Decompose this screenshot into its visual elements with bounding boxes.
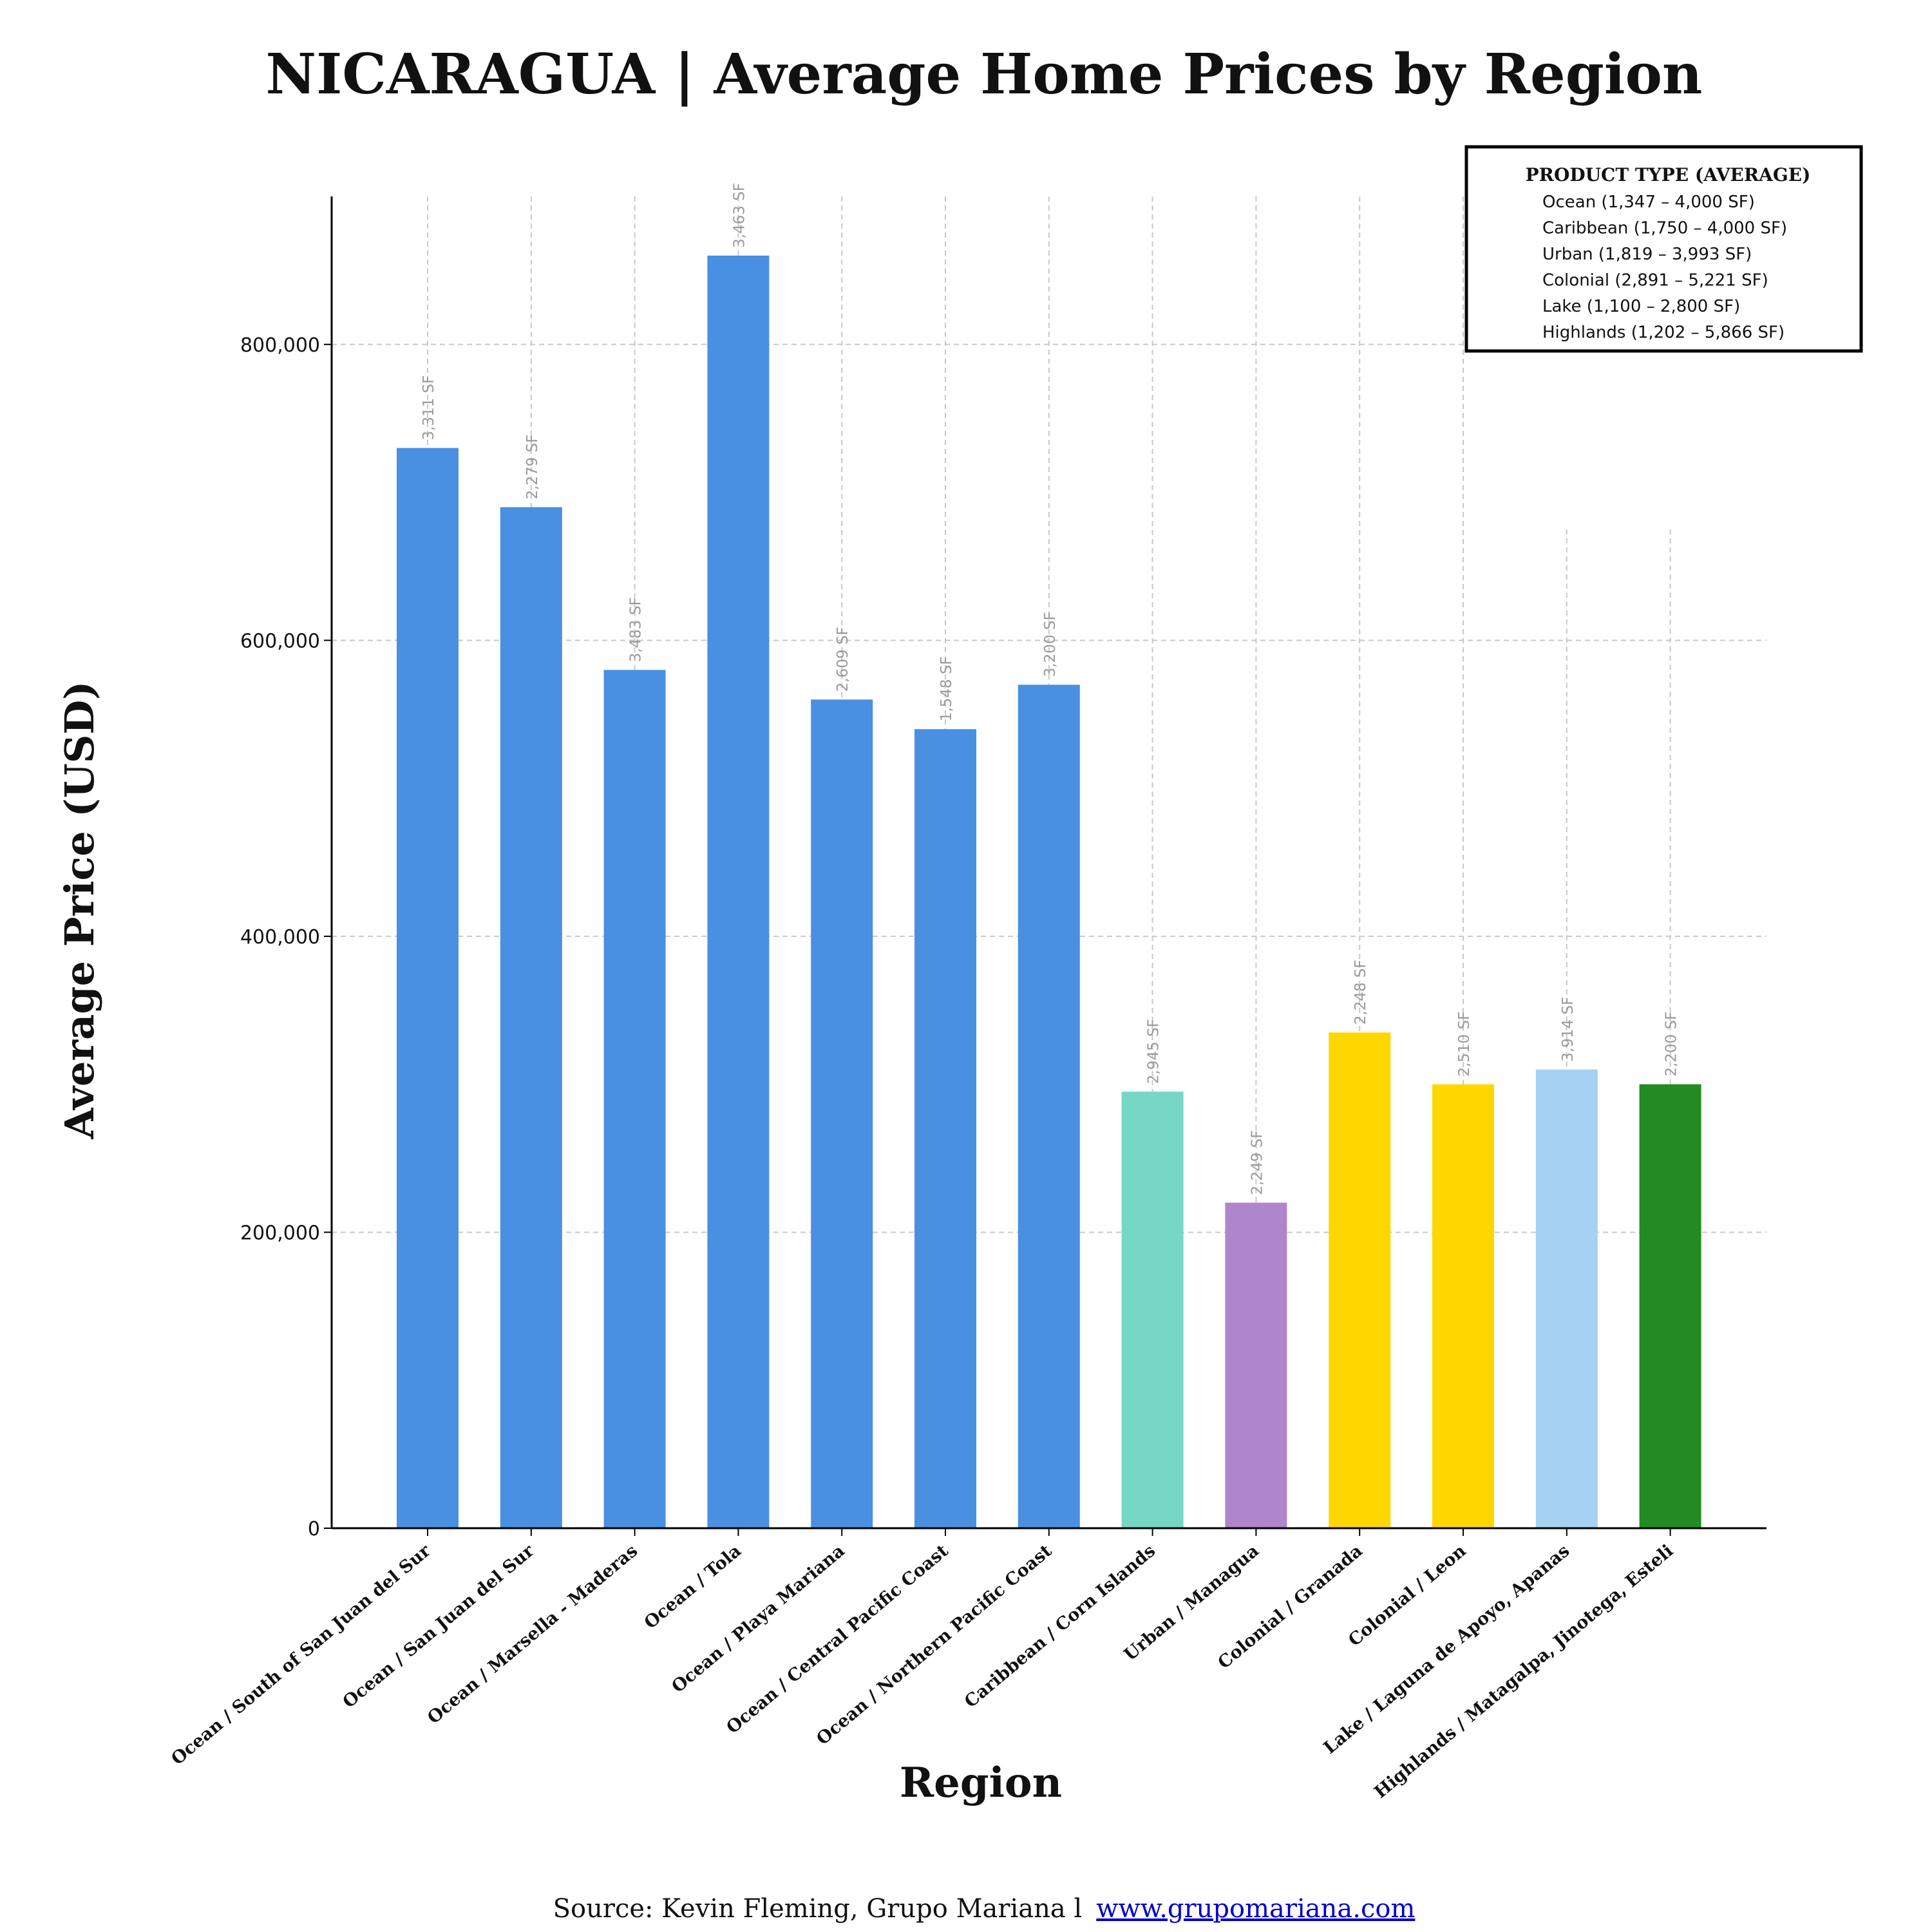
bar [500,507,562,1528]
bar-value-label: 3,483 SF [628,597,645,662]
y-tick-label: 0 [308,1518,320,1540]
bar [603,670,666,1528]
bar [397,448,459,1528]
chart-title: NICARAGUA | Average Home Prices by Regio… [266,42,1703,107]
x-tick-label: Ocean / Playa Mariana [668,1541,848,1697]
bar [1535,1069,1598,1528]
x-tick-label: Ocean / San Juan del Sur [339,1540,538,1712]
bar-value-label: 3,200 SF [1042,612,1059,677]
bar-value-label: 2,279 SF [524,435,541,500]
source-link[interactable]: www.grupomariana.com [1096,1894,1415,1924]
bar-value-label: 2,248 SF [1352,960,1369,1025]
legend-entry: Urban (1,819 – 3,993 SF) [1542,245,1752,264]
legend-entry: Caribbean (1,750 – 4,000 SF) [1542,219,1787,238]
bar [707,255,770,1528]
source-text: Source: Kevin Fleming, Grupo Mariana l [553,1894,1083,1924]
bar-value-label: 3,311 SF [421,375,437,440]
x-tick-label: Caribbean / Corn Islands [961,1541,1159,1712]
x-tick-label: Ocean / Northern Pacific Coast [813,1540,1056,1749]
source-credit: Source: Kevin Fleming, Grupo Mariana l ww… [553,1894,1416,1924]
legend: PRODUCT TYPE (AVERAGE) Ocean (1,347 – 4,… [1464,145,1863,353]
y-tick-label: 800,000 [240,334,320,357]
bar [1018,685,1080,1528]
bar [1329,1032,1391,1528]
bar-value-label: 2,609 SF [835,627,851,692]
axes-layer [324,196,1766,1536]
bar [1121,1092,1184,1528]
x-axis-label: Region [900,1759,1062,1807]
bar-value-label: 2,945 SF [1146,1019,1162,1084]
bar [811,699,873,1528]
y-tick-label: 200,000 [240,1222,320,1244]
x-tick-label: Ocean / Central Pacific Coast [723,1540,952,1738]
legend-title: PRODUCT TYPE (AVERAGE) [1526,164,1811,185]
legend-box [1464,145,1863,353]
y-axis-label: Average Price (USD) [56,681,103,1139]
legend-entry: Highlands (1,202 – 5,866 SF) [1542,323,1785,343]
bar-value-label: 2,249 SF [1249,1130,1265,1195]
bar-value-label: 2,510 SF [1456,1012,1473,1077]
x-tick-label: Ocean / Marsella - Maderas [424,1541,641,1728]
bar-value-label: 2,200 SF [1663,1012,1680,1077]
x-tick-label: Ocean / Tola [641,1541,745,1633]
bars-layer [397,255,1701,1528]
legend-entries: Ocean (1,347 – 4,000 SF) Caribbean (1,750… [1542,193,1787,343]
bar-value-label: 3,914 SF [1560,997,1577,1062]
bar-value-label: 3,463 SF [731,183,748,248]
y-tick-label: 600,000 [240,630,320,652]
bar [1432,1084,1494,1528]
legend-entry: Ocean (1,347 – 4,000 SF) [1542,193,1755,212]
bar [914,729,976,1528]
bar [1639,1084,1701,1528]
y-tick-label: 400,000 [240,926,320,949]
legend-entry: Colonial (2,891 – 5,221 SF) [1542,271,1768,290]
bar [1225,1202,1287,1528]
bar-value-label: 1,548 SF [938,656,955,721]
legend-entry: Lake (1,100 – 2,800 SF) [1542,297,1740,316]
